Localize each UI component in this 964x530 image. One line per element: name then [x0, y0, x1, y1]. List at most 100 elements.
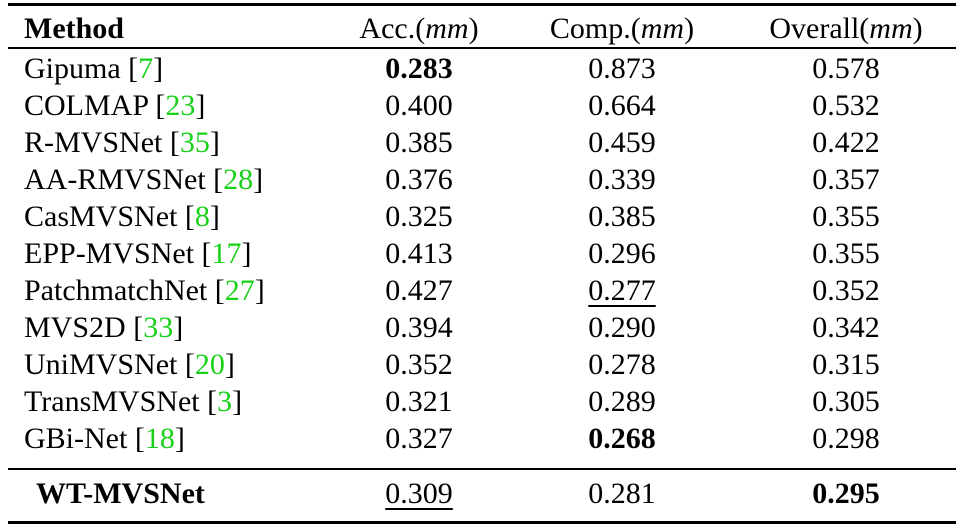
completeness-cell: 0.385: [588, 200, 656, 233]
overall-cell: 0.342: [812, 311, 880, 344]
completeness-cell: 0.289: [588, 385, 656, 418]
citation-link[interactable]: 23: [165, 89, 196, 122]
final-rule: [8, 468, 956, 470]
overall-cell: 0.295: [812, 477, 880, 510]
completeness-cell: 0.290: [588, 311, 656, 344]
completeness-cell: 0.664: [588, 89, 656, 122]
citation-link[interactable]: 8: [194, 200, 210, 233]
table-row: EPP-MVSNet [17] 0.413 0.296 0.355: [0, 235, 964, 272]
header-overall-unit: mm: [869, 12, 913, 45]
header-completeness-close: ): [684, 12, 695, 45]
bottom-rule: [8, 521, 956, 524]
accuracy-cell: 0.394: [385, 311, 453, 344]
accuracy-cell: 0.400: [385, 89, 453, 122]
method-name: UniMVSNet: [24, 348, 178, 381]
header-overall-label: Overall(: [769, 12, 870, 45]
citation-link[interactable]: 35: [179, 126, 210, 159]
table-row: GBi-Net [18] 0.327 0.268 0.298: [0, 420, 964, 457]
citation-link[interactable]: 3: [217, 385, 233, 418]
accuracy-cell: 0.309: [338, 475, 500, 512]
method-cell: Gipuma [7]: [24, 52, 164, 85]
method-name: MVS2D: [24, 311, 126, 344]
accuracy-cell: 0.376: [385, 163, 453, 196]
table-row: UniMVSNet [20] 0.352 0.278 0.315: [0, 346, 964, 383]
completeness-cell: 0.281: [588, 477, 656, 510]
method-cell: UniMVSNet [20]: [24, 348, 235, 381]
header-method: Method: [24, 12, 124, 45]
method-cell: EPP-MVSNet [17]: [24, 237, 252, 270]
second-best-value: 0.277: [588, 274, 656, 307]
table-row: AA-RMVSNet [28] 0.376 0.339 0.357: [0, 161, 964, 198]
completeness-cell: 0.459: [588, 126, 656, 159]
method-name: R-MVSNet: [24, 126, 163, 159]
table-row: Gipuma [7] 0.283 0.873 0.578: [0, 50, 964, 87]
table-row: COLMAP [23] 0.400 0.664 0.532: [0, 87, 964, 124]
header-accuracy-close: ): [468, 12, 479, 45]
method-cell: R-MVSNet [35]: [24, 126, 220, 159]
table-row: CasMVSNet [8] 0.325 0.385 0.355: [0, 198, 964, 235]
table-row: R-MVSNet [35] 0.385 0.459 0.422: [0, 124, 964, 161]
method-name: TransMVSNet: [24, 385, 200, 418]
accuracy-cell: 0.283: [385, 52, 453, 85]
accuracy-cell: 0.321: [385, 385, 453, 418]
citation-link[interactable]: 17: [211, 237, 242, 270]
method-name: COLMAP: [24, 89, 148, 122]
completeness-cell: 0.268: [588, 422, 656, 455]
completeness-cell: 0.278: [588, 348, 656, 381]
overall-cell: 0.355: [812, 237, 880, 270]
method-name: Gipuma: [24, 52, 121, 85]
header-rule: [8, 47, 956, 49]
method-cell: AA-RMVSNet [28]: [24, 163, 264, 196]
header-accuracy-unit: mm: [425, 12, 469, 45]
header-overall-close: ): [912, 12, 923, 45]
accuracy-cell: 0.427: [385, 274, 453, 307]
accuracy-cell: 0.352: [385, 348, 453, 381]
method-cell: TransMVSNet [3]: [24, 385, 243, 418]
header-completeness-unit: mm: [640, 12, 685, 45]
citation-link[interactable]: 20: [194, 348, 225, 381]
accuracy-cell: 0.413: [385, 237, 453, 270]
citation-link[interactable]: 28: [223, 163, 254, 196]
accuracy-cell: 0.385: [385, 126, 453, 159]
completeness-cell: 0.339: [588, 163, 656, 196]
completeness-cell: 0.873: [588, 52, 656, 85]
overall-cell: 0.422: [812, 126, 880, 159]
method-cell: CasMVSNet [8]: [24, 200, 220, 233]
completeness-cell: 0.296: [588, 237, 656, 270]
header-completeness: Comp.(mm): [528, 10, 716, 47]
overall-cell: 0.352: [812, 274, 880, 307]
overall-cell: 0.357: [812, 163, 880, 196]
method-name: GBi-Net: [24, 422, 128, 455]
citation-link[interactable]: 27: [224, 274, 255, 307]
overall-cell: 0.315: [812, 348, 880, 381]
method-cell: PatchmatchNet [27]: [24, 274, 265, 307]
method-cell: MVS2D [33]: [24, 311, 184, 344]
table-header: Method Acc.(mm) Comp.(mm) Overall(mm): [0, 10, 964, 47]
citation-link[interactable]: 7: [138, 52, 154, 85]
table-row-proposed: WT-MVSNet 0.309 0.281 0.295: [0, 475, 964, 512]
overall-cell: 0.532: [812, 89, 880, 122]
overall-cell: 0.578: [812, 52, 880, 85]
method-name: PatchmatchNet: [24, 274, 208, 307]
overall-cell: 0.298: [812, 422, 880, 455]
method-name: WT-MVSNet: [36, 477, 205, 510]
method-cell: GBi-Net [18]: [24, 422, 185, 455]
second-best-value: 0.309: [385, 477, 453, 510]
method-name: EPP-MVSNet: [24, 237, 195, 270]
citation-link[interactable]: 33: [143, 311, 174, 344]
citation-link[interactable]: 18: [144, 422, 175, 455]
header-overall: Overall(mm): [748, 10, 944, 47]
top-rule: [8, 3, 956, 6]
table-row: PatchmatchNet [27] 0.427 0.277 0.352: [0, 272, 964, 309]
method-cell: COLMAP [23]: [24, 89, 206, 122]
completeness-cell: 0.277: [528, 272, 716, 309]
accuracy-cell: 0.327: [385, 422, 453, 455]
accuracy-cell: 0.325: [385, 200, 453, 233]
method-name: CasMVSNet: [24, 200, 178, 233]
header-accuracy-label: Acc.(: [359, 12, 426, 45]
header-accuracy: Acc.(mm): [338, 10, 500, 47]
method-name: AA-RMVSNet: [24, 163, 206, 196]
table-row: MVS2D [33] 0.394 0.290 0.342: [0, 309, 964, 346]
overall-cell: 0.355: [812, 200, 880, 233]
overall-cell: 0.305: [812, 385, 880, 418]
